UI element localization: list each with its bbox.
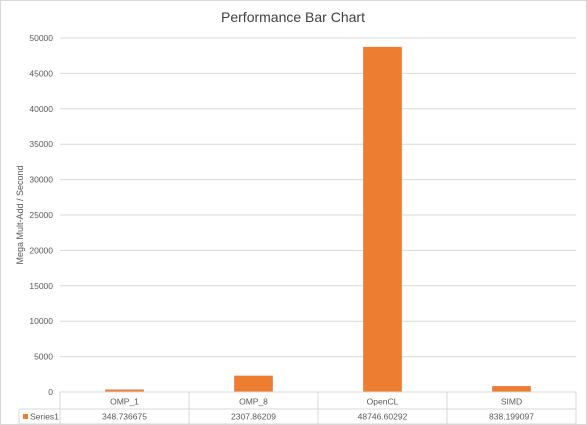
- y-tick-label: 40000: [29, 104, 53, 114]
- y-axis-label: Mega Mult-Add / Second: [15, 165, 25, 264]
- table-value-cell: 348.736675: [102, 412, 147, 422]
- table-value-cell: 48746.60292: [358, 412, 408, 422]
- bar-omp-1: [105, 389, 144, 392]
- x-category-label: SIMD: [501, 397, 522, 407]
- bar-opencl: [363, 46, 402, 392]
- legend-series-name: Series1: [30, 412, 59, 422]
- gridlines: [60, 37, 576, 358]
- y-tick-label: 15000: [29, 281, 53, 291]
- y-tick-label: 25000: [29, 210, 53, 220]
- y-tick-label: 0: [48, 387, 53, 397]
- y-tick-label: 20000: [29, 245, 53, 255]
- chart-title: Performance Bar Chart: [221, 9, 365, 25]
- bar-simd: [492, 386, 531, 392]
- y-tick-label: 45000: [29, 68, 53, 78]
- y-tick-label: 10000: [29, 316, 53, 326]
- table-value-cell: 838.199097: [489, 412, 534, 422]
- bars: [105, 46, 531, 392]
- x-category-label: OMP_8: [239, 397, 268, 407]
- legend-key-series1: [23, 414, 28, 419]
- y-tick-label: 35000: [29, 139, 53, 149]
- x-category-label: OMP_1: [110, 397, 139, 407]
- x-category-label: OpenCL: [367, 397, 399, 407]
- y-tick-label: 30000: [29, 175, 53, 185]
- y-axis-ticks: 0 5000 10000 15000 20000 25000 30000 35000 40000…: [29, 33, 53, 397]
- y-tick-label: 50000: [29, 33, 53, 43]
- table-value-cell: 2307.86209: [231, 412, 276, 422]
- y-tick-label: 5000: [34, 352, 53, 362]
- bar-omp-8: [234, 375, 273, 392]
- data-table: OMP_1 OMP_8 OpenCL SIMD Series1 348.736675 230…: [18, 391, 577, 425]
